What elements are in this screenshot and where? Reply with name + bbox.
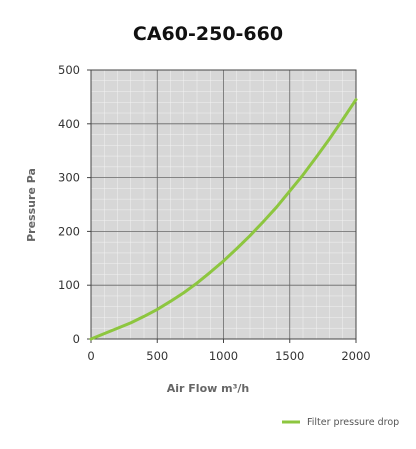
y-tick-label: 200 <box>58 224 80 238</box>
x-axis-label: Air Flow m³/h <box>167 382 250 395</box>
x-tick-label: 1000 <box>209 349 238 363</box>
y-tick-label: 400 <box>58 117 80 131</box>
series-point <box>223 260 225 262</box>
y-axis-label: Pressure Pa <box>25 168 38 242</box>
series-point <box>130 322 132 324</box>
series-point <box>302 174 304 176</box>
series-point <box>90 338 92 340</box>
series-point <box>315 156 317 158</box>
y-tick-label: 0 <box>73 332 80 346</box>
x-tick-label: 500 <box>146 349 168 363</box>
x-tick-label: 1500 <box>275 349 304 363</box>
series-point <box>170 301 172 303</box>
y-tick-label: 500 <box>58 63 80 77</box>
x-tick-label: 0 <box>87 349 94 363</box>
x-tick-label: 2000 <box>341 349 370 363</box>
series-point <box>355 99 357 101</box>
series-point <box>183 292 185 294</box>
series-point <box>236 248 238 250</box>
series-point <box>249 235 251 237</box>
series-point <box>156 309 158 311</box>
series-point <box>143 316 145 318</box>
series-point <box>276 206 278 208</box>
y-axis-ticks: 0 100 200 300 400 500 <box>58 63 91 346</box>
x-axis-ticks: 0 500 1000 1500 2000 <box>87 339 371 363</box>
series-point <box>103 333 105 335</box>
series-point <box>117 327 119 329</box>
legend-label: Filter pressure drop <box>307 417 399 428</box>
series-point <box>329 138 331 140</box>
chart-title: CA60-250-660 <box>133 23 283 45</box>
series-point <box>209 271 211 273</box>
series-point <box>196 282 198 284</box>
series-line-filter-pressure-drop <box>89 98 358 341</box>
y-tick-label: 100 <box>58 278 80 292</box>
series-point <box>289 190 291 192</box>
series-point <box>342 119 344 121</box>
series-point <box>262 221 264 223</box>
y-tick-label: 300 <box>58 171 80 185</box>
